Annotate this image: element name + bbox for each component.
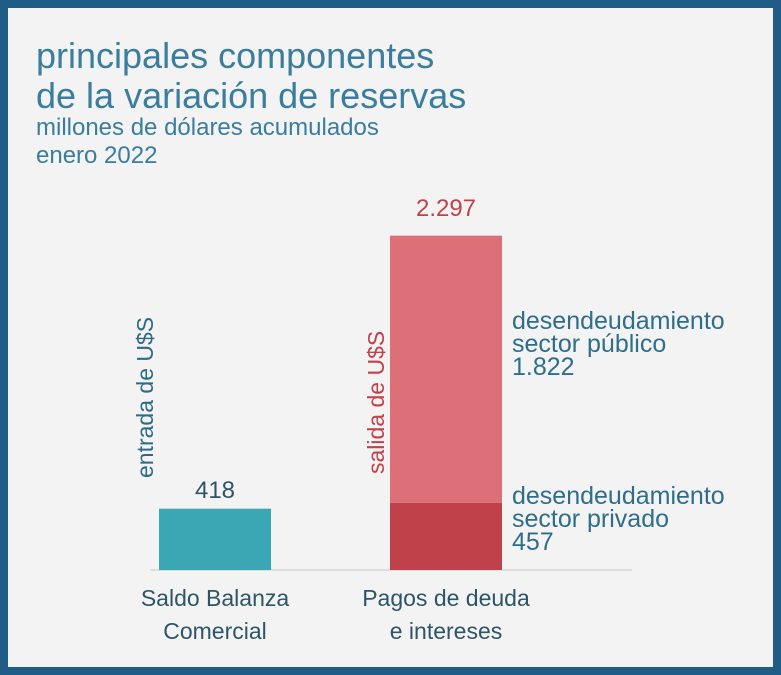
data-label: 1.822	[512, 352, 575, 381]
data-label: 418	[194, 476, 236, 504]
chart-subtitle: enero 2022	[36, 142, 158, 169]
axis-annotation: salida de U$S	[363, 330, 389, 474]
chart-subtitle: millones de dólares acumulados	[36, 114, 379, 141]
chart-title: principales componentes	[36, 35, 435, 76]
x-tick-label: Pagos de deuda e intereses	[362, 585, 530, 644]
data-label: 457	[512, 527, 554, 556]
legend-label: desendeudamiento sector privado	[512, 481, 725, 533]
bar	[159, 508, 271, 570]
bar	[390, 502, 502, 570]
axis-annotation: entrada de U$S	[132, 316, 158, 478]
legend-label: desendeudamiento sector público	[512, 306, 725, 358]
chart-title: de la variación de reservas	[36, 75, 467, 116]
segment-label: desendeudamiento sector privado 457	[512, 481, 762, 556]
total-label: 2.297	[415, 195, 477, 222]
segment-label: desendeudamiento sector público 1.822	[512, 306, 762, 381]
x-tick-label: Saldo Balanza Comercial	[140, 585, 290, 644]
bar	[390, 235, 502, 503]
